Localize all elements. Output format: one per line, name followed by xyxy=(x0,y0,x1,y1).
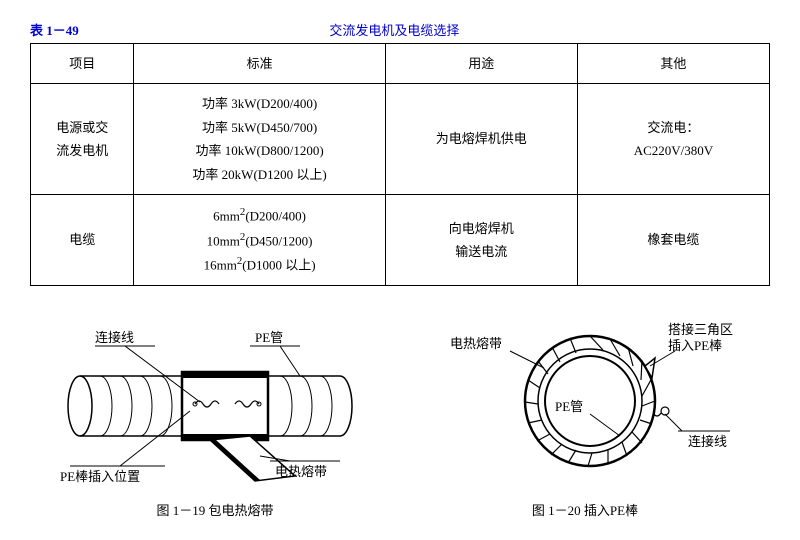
label-lianjiexian2: 连接线 xyxy=(688,434,727,449)
pipe-band-diagram: 连接线 PE管 PE棒插入位置 电热熔带 xyxy=(50,306,380,486)
figure-1-19: 连接线 PE管 PE棒插入位置 电热熔带 图 1－19 包电热熔带 xyxy=(50,306,380,519)
figure-caption: 图 1－20 插入PE棒 xyxy=(420,500,750,519)
figure-caption: 图 1－19 包电热熔带 xyxy=(50,500,380,519)
col-header-other: 其他 xyxy=(577,44,769,84)
label-dajie-l2: 插入PE棒 xyxy=(668,338,722,353)
cell-project: 电缆 xyxy=(31,194,134,285)
cell-project: 电源或交流发电机 xyxy=(31,84,134,195)
cell-other: 橡套电缆 xyxy=(577,194,769,285)
label-peguan: PE管 xyxy=(255,330,283,345)
label-lianjiexian: 连接线 xyxy=(95,330,134,345)
cell-other: 交流电：AC220V/380V xyxy=(577,84,769,195)
col-header-project: 项目 xyxy=(31,44,134,84)
col-header-usage: 用途 xyxy=(385,44,577,84)
cell-usage: 向电熔焊机输送电流 xyxy=(385,194,577,285)
figure-1-20: 电热熔带 搭接三角区 插入PE棒 PE管 连接线 图 1－20 插入PE棒 xyxy=(420,306,750,519)
cell-standard: 功率 3kW(D200/400)功率 5kW(D450/700)功率 10kW(… xyxy=(134,84,385,195)
generator-cable-table: 项目 标准 用途 其他 电源或交流发电机 功率 3kW(D200/400)功率 … xyxy=(30,43,770,286)
figures-container: 连接线 PE管 PE棒插入位置 电热熔带 图 1－19 包电热熔带 xyxy=(30,306,770,519)
col-header-standard: 标准 xyxy=(134,44,385,84)
cross-section-diagram: 电热熔带 搭接三角区 插入PE棒 PE管 连接线 xyxy=(420,306,750,486)
table-row: 电源或交流发电机 功率 3kW(D200/400)功率 5kW(D450/700… xyxy=(31,84,770,195)
table-row: 电缆 6mm2(D200/400)10mm2(D450/1200)16mm2(D… xyxy=(31,194,770,285)
cell-standard: 6mm2(D200/400)10mm2(D450/1200)16mm2(D100… xyxy=(134,194,385,285)
label-dianrerondai2: 电热熔带 xyxy=(450,336,502,351)
cell-usage: 为电熔焊机供电 xyxy=(385,84,577,195)
label-pebang: PE棒插入位置 xyxy=(60,469,140,484)
label-dianrerondai: 电热熔带 xyxy=(275,464,327,479)
label-dajie-l1: 搭接三角区 xyxy=(668,322,733,337)
table-title: 交流发电机及电缆选择 xyxy=(19,20,770,39)
label-peguan2: PE管 xyxy=(555,399,583,414)
